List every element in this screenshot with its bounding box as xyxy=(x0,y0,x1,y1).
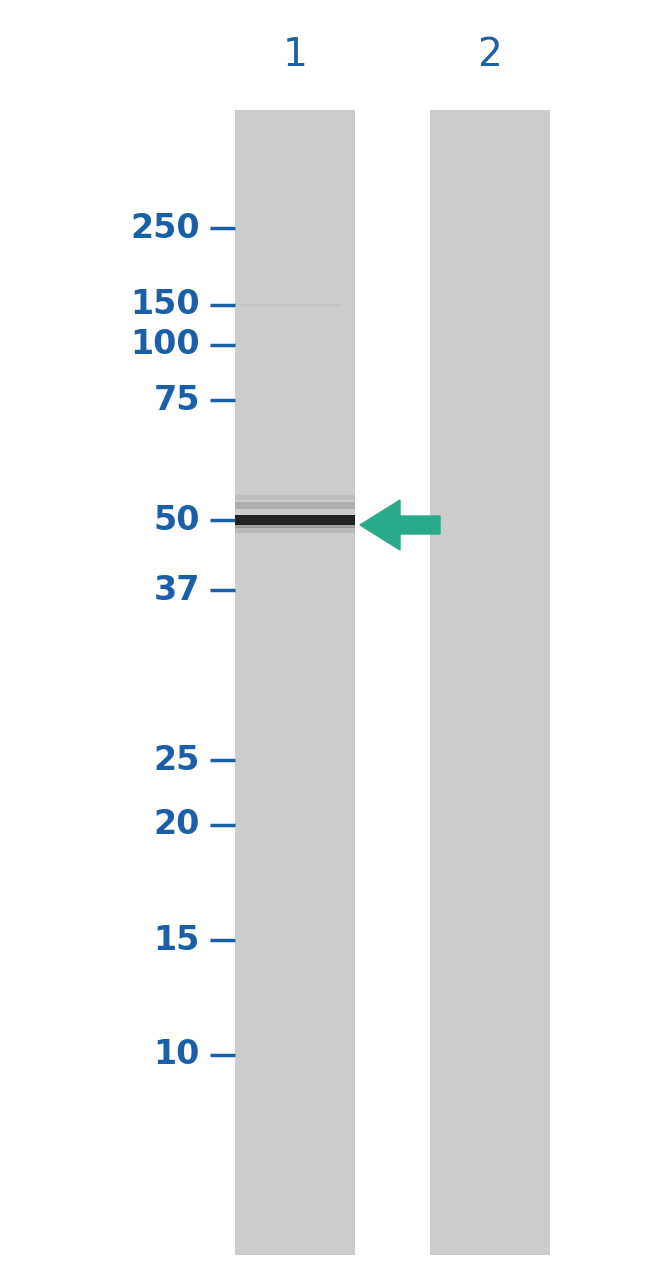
Text: 150: 150 xyxy=(131,288,200,321)
Bar xyxy=(235,495,355,500)
Text: 20: 20 xyxy=(153,809,200,842)
Text: 37: 37 xyxy=(153,574,200,607)
Bar xyxy=(235,527,355,533)
Text: 250: 250 xyxy=(131,212,200,245)
Text: 10: 10 xyxy=(153,1039,200,1072)
Text: 25: 25 xyxy=(153,743,200,776)
Bar xyxy=(235,502,355,509)
Bar xyxy=(235,516,355,525)
Text: 50: 50 xyxy=(153,503,200,536)
Text: 2: 2 xyxy=(478,36,502,74)
Text: 75: 75 xyxy=(153,384,200,417)
Bar xyxy=(430,110,550,1255)
Text: 15: 15 xyxy=(153,923,200,956)
Bar xyxy=(235,519,355,528)
Bar xyxy=(235,110,355,1255)
Text: 1: 1 xyxy=(283,36,307,74)
Text: 100: 100 xyxy=(131,329,200,362)
FancyArrow shape xyxy=(360,500,440,550)
